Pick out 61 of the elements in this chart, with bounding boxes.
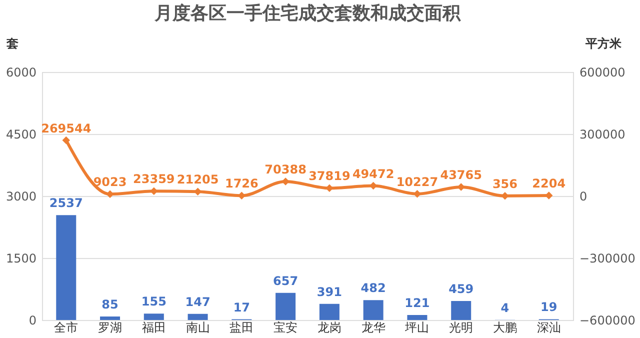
point [457,183,465,191]
data-label: 155 [141,294,166,309]
y-tick-label: 3000 [6,190,36,204]
data-label: 37819 [308,169,350,184]
data-label: 19 [540,300,558,314]
data-label: 2537 [49,196,83,210]
x-tick-label: 罗湖 [98,320,122,334]
y-tick-label: 4500 [6,128,36,142]
y-tick-label: 0 [28,314,36,328]
data-label: 1726 [224,176,258,191]
y2-tick-label: −300000 [580,252,636,266]
data-label: 85 [102,297,118,312]
bar [100,316,120,320]
x-tick-label: 光明 [449,320,474,334]
data-label: 9023 [93,175,127,190]
data-label: 2204 [532,176,566,191]
point [282,178,290,186]
data-label: 391 [316,284,342,299]
bar [451,301,472,320]
data-label: 17 [233,300,250,314]
data-label: 49472 [352,166,394,181]
data-label: 356 [492,176,518,191]
y2-tick-label: −600000 [580,314,636,328]
data-label: 147 [185,294,210,309]
x-tick-label: 龙华 [361,320,386,334]
x-tick-label: 龙岗 [317,320,342,334]
data-label: 70388 [264,162,306,176]
data-label: 657 [273,274,298,288]
data-label: 459 [448,282,474,296]
y-tick-label: 6000 [6,66,36,80]
bar [188,314,208,320]
x-tick-label: 福田 [142,320,166,334]
data-label: 23359 [133,172,175,186]
data-label: 21205 [176,172,219,187]
data-label: 43765 [440,168,482,182]
data-label: 121 [404,296,430,310]
data-label: 269544 [41,121,92,136]
data-label: 10227 [396,174,438,189]
data-label: 4 [500,300,510,315]
x-tick-label: 大鹏 [492,320,517,334]
bar [363,300,384,320]
y2-tick-label: 0 [580,190,588,204]
chart-title: 月度各区一手住宅成交套数和成交面积 [154,3,462,24]
data-label: 482 [360,281,386,296]
x-tick-label: 南山 [186,320,210,334]
y-axis-title: 套 [6,36,18,50]
x-tick-label: 盐田 [230,320,254,334]
bar [407,315,428,320]
y-tick-label: 1500 [6,252,36,266]
bar [144,314,164,320]
bar [276,292,296,320]
x-tick-label: 坪山 [404,320,430,334]
x-tick-label: 深汕 [536,320,561,334]
y2-axis-title: 平方米 [584,36,622,50]
point [62,136,70,144]
x-tick-label: 全市 [54,320,78,334]
bar [56,215,76,320]
y2-tick-label: 300000 [580,128,626,142]
bar [319,304,340,320]
x-tick-label: 宝安 [274,320,298,334]
y2-tick-label: 600000 [580,66,626,80]
